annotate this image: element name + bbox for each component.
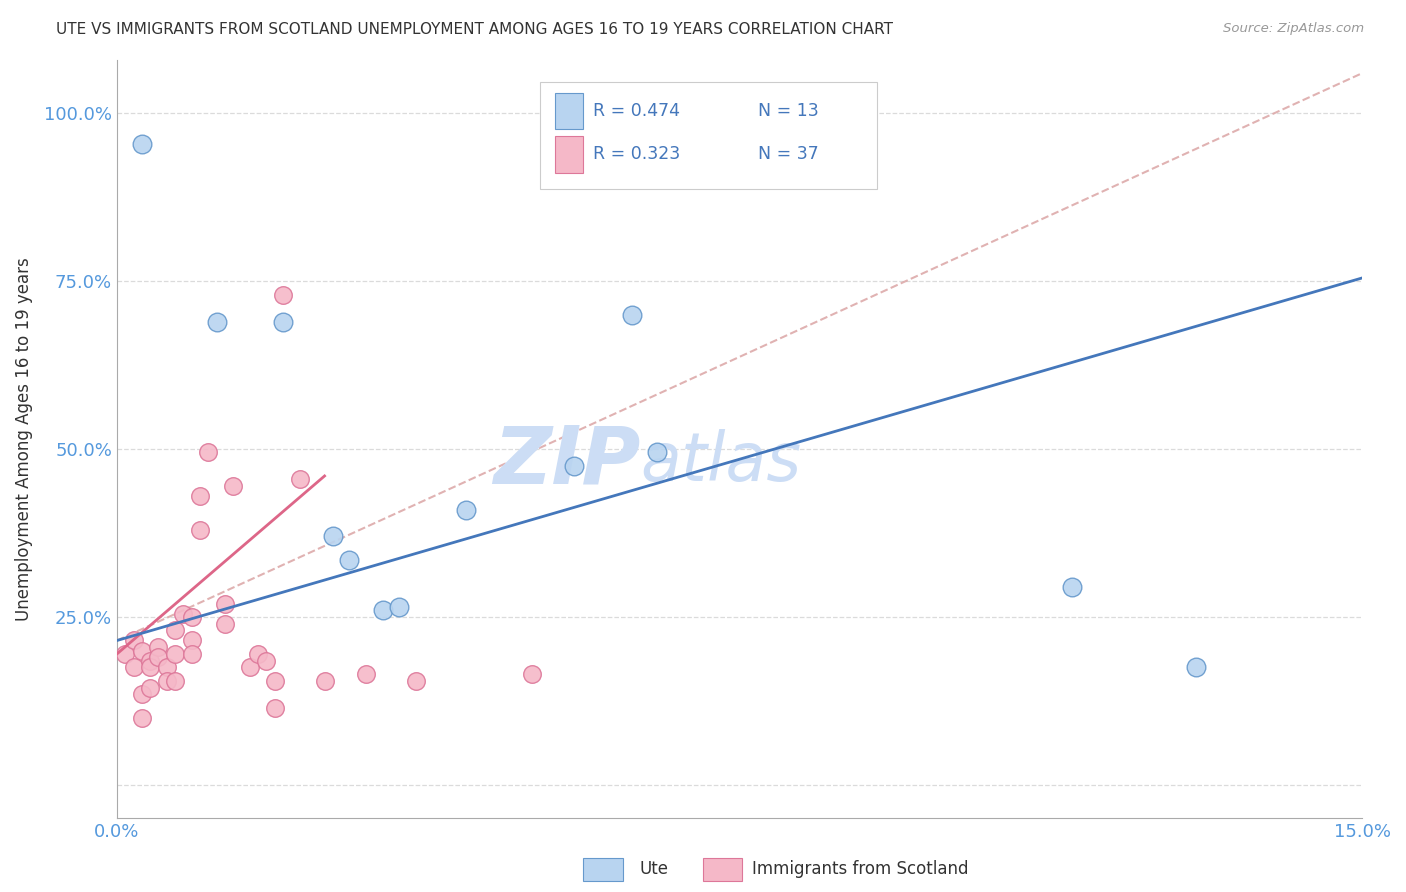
Point [254,654,277,668]
Text: R = 0.474: R = 0.474 [593,103,679,120]
Point [197,445,219,459]
Point [263,700,285,714]
Point [122,633,145,648]
Point [322,529,344,543]
Text: N = 37: N = 37 [758,145,820,163]
Point [1060,580,1083,594]
Point [188,489,211,503]
Point [454,502,477,516]
Point [139,660,162,674]
Point [131,687,153,701]
Text: Source: ZipAtlas.com: Source: ZipAtlas.com [1223,22,1364,36]
Point [180,610,202,624]
Point [339,553,361,567]
Text: Immigrants from Scotland: Immigrants from Scotland [752,860,969,878]
Point [148,650,170,665]
Point [288,472,311,486]
Point [131,136,153,151]
Point [222,479,245,493]
FancyBboxPatch shape [555,136,583,173]
Point [180,647,202,661]
Point [388,599,411,614]
Point [165,647,187,661]
Point [314,673,336,688]
Point [645,445,668,459]
Point [205,314,228,328]
Point [520,667,543,681]
Text: Ute: Ute [640,860,669,878]
Point [1185,660,1208,674]
Point [156,660,179,674]
Y-axis label: Unemployment Among Ages 16 to 19 years: Unemployment Among Ages 16 to 19 years [15,257,32,621]
Point [131,643,153,657]
Point [263,673,285,688]
FancyBboxPatch shape [540,82,877,188]
Point [271,287,294,301]
Point [371,603,394,617]
Point [148,640,170,655]
Text: R = 0.323: R = 0.323 [593,145,681,163]
Text: ZIP: ZIP [492,423,640,500]
Text: N = 13: N = 13 [758,103,820,120]
Text: UTE VS IMMIGRANTS FROM SCOTLAND UNEMPLOYMENT AMONG AGES 16 TO 19 YEARS CORRELATI: UTE VS IMMIGRANTS FROM SCOTLAND UNEMPLOY… [56,22,893,37]
Point [172,607,194,621]
Point [114,647,136,661]
Text: atlas: atlas [640,429,801,495]
Point [180,633,202,648]
Point [131,711,153,725]
Point [562,458,585,473]
Point [405,673,427,688]
Point [139,681,162,695]
Point [214,597,236,611]
Point [188,523,211,537]
Point [139,654,162,668]
FancyBboxPatch shape [555,93,583,129]
Point [239,660,262,674]
Point [165,673,187,688]
Point [156,673,179,688]
Point [165,624,187,638]
Point [247,647,270,661]
Point [122,660,145,674]
Point [354,667,377,681]
Point [271,314,294,328]
Point [214,616,236,631]
Point [620,308,643,322]
